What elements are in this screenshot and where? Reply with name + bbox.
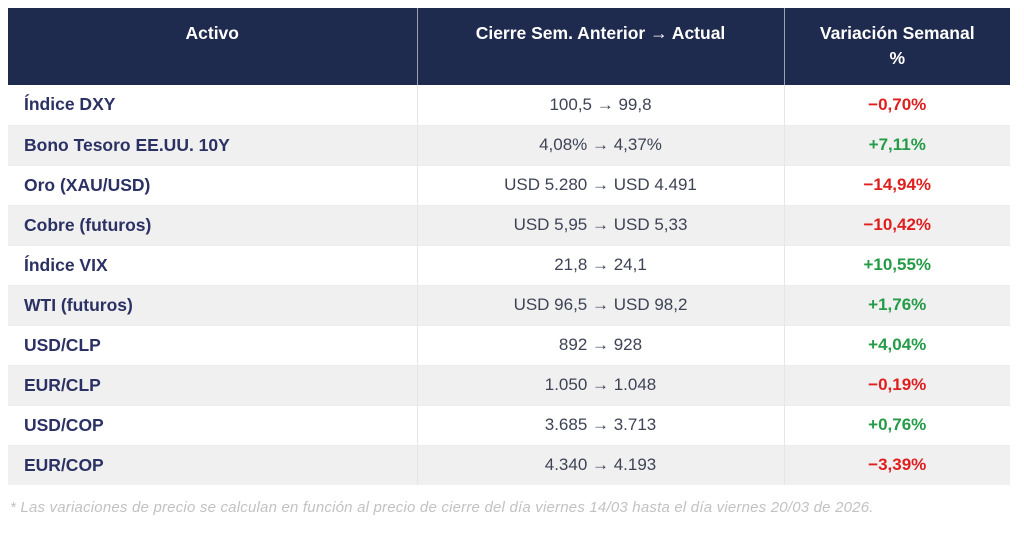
asset-name: Cobre (futuros) (8, 204, 417, 245)
table-row: Bono Tesoro EE.UU. 10Y 4,08% → 4,37% +7,… (8, 124, 1010, 165)
weekly-variation-table: Activo Cierre Sem. Anterior → Actual Var… (8, 8, 1010, 485)
table-row: USD/CLP 892 → 928 +4,04% (8, 324, 1010, 365)
weekly-variation: −3,39% (783, 444, 1010, 485)
table-header: Activo Cierre Sem. Anterior → Actual Var… (8, 8, 1010, 85)
table-row: Índice DXY 100,5 → 99,8 −0,70% (8, 85, 1010, 125)
column-header-asset: Activo (8, 8, 417, 85)
close-values: 3.685 → 3.713 (416, 404, 784, 445)
asset-name: Oro (XAU/USD) (8, 164, 417, 205)
footnote: * Las variaciones de precio se calculan … (10, 499, 874, 516)
weekly-variation: −0,19% (783, 364, 1010, 405)
asset-name: EUR/COP (8, 444, 417, 485)
close-values: 4.340 → 4.193 (416, 444, 784, 485)
close-values: 4,08% → 4,37% (416, 124, 784, 165)
table-row: Índice VIX 21,8 → 24,1 +10,55% (8, 244, 1010, 285)
weekly-variation: −0,70% (783, 85, 1010, 125)
weekly-variation: +0,76% (783, 404, 1010, 445)
table-body: Índice DXY 100,5 → 99,8 −0,70% Bono Teso… (8, 85, 1010, 485)
column-header-close: Cierre Sem. Anterior → Actual (416, 8, 784, 85)
weekly-variation: +4,04% (783, 324, 1010, 365)
asset-name: EUR/CLP (8, 364, 417, 405)
close-values: USD 5,95 → USD 5,33 (416, 204, 784, 245)
asset-name: Índice VIX (8, 244, 417, 285)
close-values: USD 5.280 → USD 4.491 (416, 164, 784, 205)
table-row: EUR/COP 4.340 → 4.193 −3,39% (8, 444, 1010, 485)
close-values: 21,8 → 24,1 (416, 244, 784, 285)
weekly-variation: −10,42% (783, 204, 1010, 245)
table-row: USD/COP 3.685 → 3.713 +0,76% (8, 404, 1010, 445)
asset-name: Bono Tesoro EE.UU. 10Y (8, 124, 417, 165)
asset-name: USD/CLP (8, 324, 417, 365)
asset-name: USD/COP (8, 404, 417, 445)
column-header-variation: Variación Semanal % (783, 8, 1010, 85)
close-values: 100,5 → 99,8 (416, 85, 784, 125)
table-row: Cobre (futuros) USD 5,95 → USD 5,33 −10,… (8, 204, 1010, 245)
weekly-variation: +10,55% (783, 244, 1010, 285)
table-row: EUR/CLP 1.050 → 1.048 −0,19% (8, 364, 1010, 405)
table-row: WTI (futuros) USD 96,5 → USD 98,2 +1,76% (8, 284, 1010, 325)
weekly-variation: +1,76% (783, 284, 1010, 325)
close-values: 1.050 → 1.048 (416, 364, 784, 405)
weekly-variation: −14,94% (783, 164, 1010, 205)
asset-name: WTI (futuros) (8, 284, 417, 325)
table-row: Oro (XAU/USD) USD 5.280 → USD 4.491 −14,… (8, 164, 1010, 205)
weekly-variation: +7,11% (783, 124, 1010, 165)
close-values: 892 → 928 (416, 324, 784, 365)
close-values: USD 96,5 → USD 98,2 (416, 284, 784, 325)
page: Activo Cierre Sem. Anterior → Actual Var… (8, 8, 1010, 516)
asset-name: Índice DXY (24, 94, 116, 115)
